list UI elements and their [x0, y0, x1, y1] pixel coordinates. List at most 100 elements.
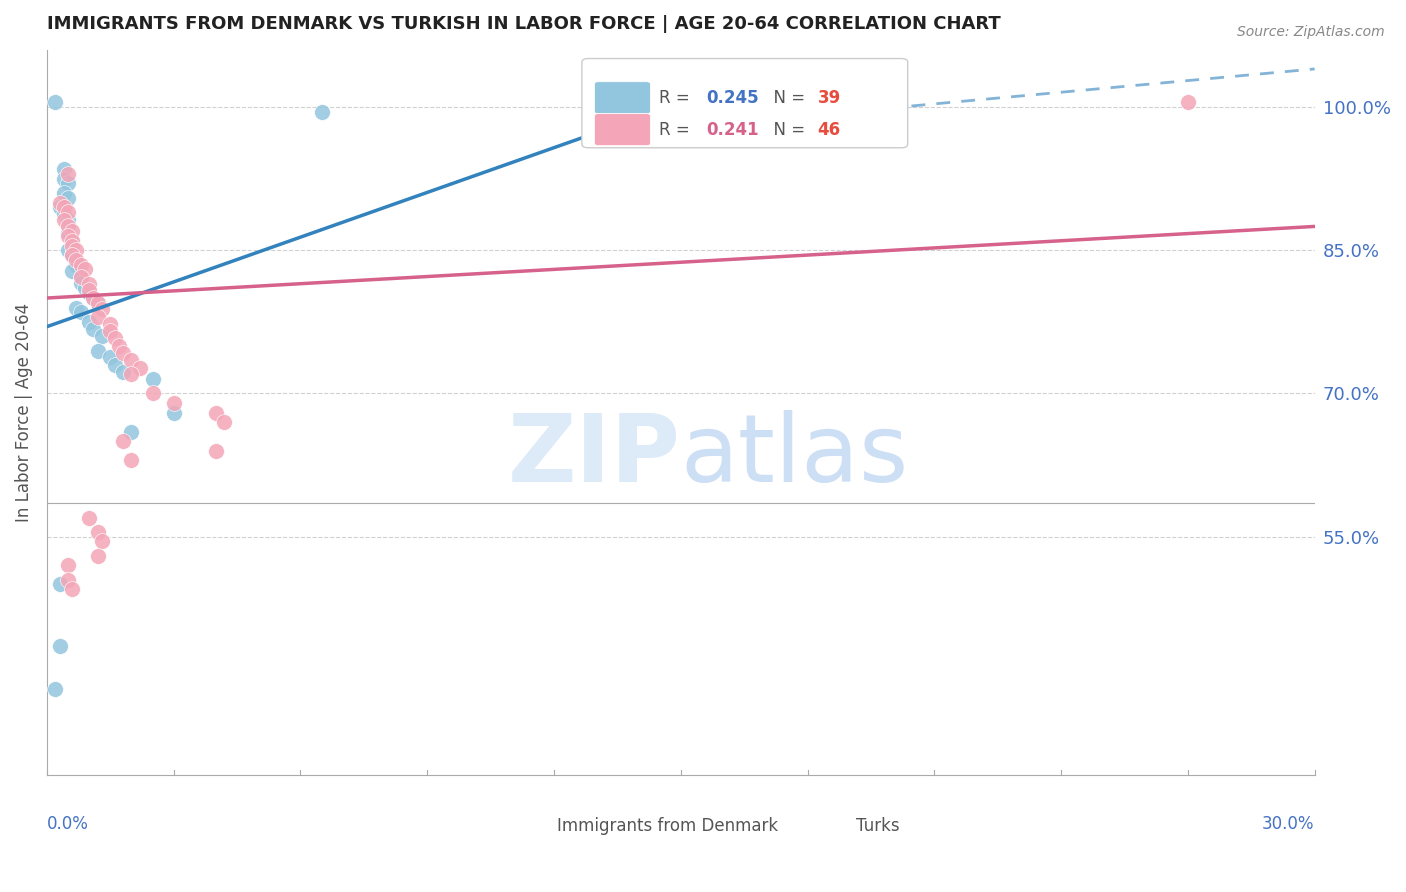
Point — [73, 281, 96, 295]
Point — [44, 682, 66, 697]
Text: N =: N = — [763, 88, 810, 107]
Point — [65, 252, 87, 267]
Point — [60, 248, 83, 262]
Point — [141, 372, 163, 386]
Point — [163, 406, 186, 420]
Point — [65, 252, 87, 267]
Text: R =: R = — [659, 88, 700, 107]
Point — [120, 368, 142, 382]
Point — [205, 406, 228, 420]
Point — [82, 291, 104, 305]
Point — [311, 104, 333, 119]
Point — [120, 353, 142, 368]
Point — [60, 224, 83, 238]
Text: 0.0%: 0.0% — [46, 815, 89, 833]
Point — [90, 329, 112, 343]
Point — [111, 366, 134, 380]
Point — [120, 425, 142, 439]
Point — [65, 301, 87, 315]
Point — [56, 244, 79, 258]
Point — [44, 95, 66, 110]
Point — [82, 321, 104, 335]
Point — [56, 226, 79, 240]
Point — [86, 524, 108, 539]
Point — [163, 396, 186, 410]
Point — [48, 195, 70, 210]
Point — [69, 258, 91, 272]
Point — [48, 200, 70, 214]
Point — [60, 234, 83, 248]
Point — [103, 358, 125, 372]
Point — [56, 219, 79, 234]
Point — [128, 360, 150, 375]
Point — [56, 558, 79, 573]
Point — [141, 386, 163, 401]
Text: Turks: Turks — [856, 817, 900, 835]
Point — [56, 177, 79, 191]
Point — [111, 346, 134, 360]
Point — [77, 510, 100, 524]
FancyBboxPatch shape — [582, 59, 908, 148]
Point — [52, 200, 75, 214]
Point — [86, 295, 108, 310]
Point — [90, 534, 112, 549]
Point — [60, 238, 83, 252]
Y-axis label: In Labor Force | Age 20-64: In Labor Force | Age 20-64 — [15, 303, 32, 522]
Point — [73, 262, 96, 277]
Point — [214, 415, 236, 429]
Point — [69, 305, 91, 319]
Point — [69, 276, 91, 290]
Point — [120, 453, 142, 467]
Point — [1177, 95, 1199, 110]
Text: ZIP: ZIP — [508, 410, 681, 502]
FancyBboxPatch shape — [494, 808, 551, 844]
Point — [52, 212, 75, 227]
Point — [52, 162, 75, 177]
Point — [52, 171, 75, 186]
Point — [56, 167, 79, 181]
Point — [56, 219, 79, 234]
Point — [52, 186, 75, 200]
Point — [60, 248, 83, 262]
Point — [103, 331, 125, 345]
Point — [98, 317, 121, 331]
Point — [90, 302, 112, 317]
Point — [56, 573, 79, 587]
Point — [60, 238, 83, 252]
Point — [65, 244, 87, 258]
Point — [205, 443, 228, 458]
Point — [60, 264, 83, 278]
Point — [60, 234, 83, 248]
Point — [77, 286, 100, 301]
Point — [77, 315, 100, 329]
Point — [56, 212, 79, 227]
Point — [86, 343, 108, 358]
Point — [56, 229, 79, 244]
Point — [69, 270, 91, 285]
Point — [48, 577, 70, 591]
Text: 0.245: 0.245 — [706, 88, 759, 107]
Point — [56, 191, 79, 205]
Text: 30.0%: 30.0% — [1263, 815, 1315, 833]
Point — [56, 205, 79, 219]
Point — [52, 207, 75, 221]
Point — [86, 295, 108, 310]
FancyBboxPatch shape — [595, 113, 651, 145]
Point — [77, 284, 100, 298]
Text: 46: 46 — [818, 120, 841, 138]
Text: 39: 39 — [818, 88, 841, 107]
Text: 0.241: 0.241 — [706, 120, 759, 138]
Text: Immigrants from Denmark: Immigrants from Denmark — [557, 817, 778, 835]
Point — [82, 291, 104, 305]
FancyBboxPatch shape — [792, 808, 849, 844]
Point — [98, 325, 121, 339]
Text: N =: N = — [763, 120, 810, 138]
Point — [65, 258, 87, 272]
Text: Source: ZipAtlas.com: Source: ZipAtlas.com — [1237, 25, 1385, 39]
Point — [69, 270, 91, 285]
Point — [77, 277, 100, 291]
Point — [48, 640, 70, 654]
FancyBboxPatch shape — [595, 82, 651, 113]
Point — [86, 549, 108, 563]
Point — [60, 582, 83, 597]
